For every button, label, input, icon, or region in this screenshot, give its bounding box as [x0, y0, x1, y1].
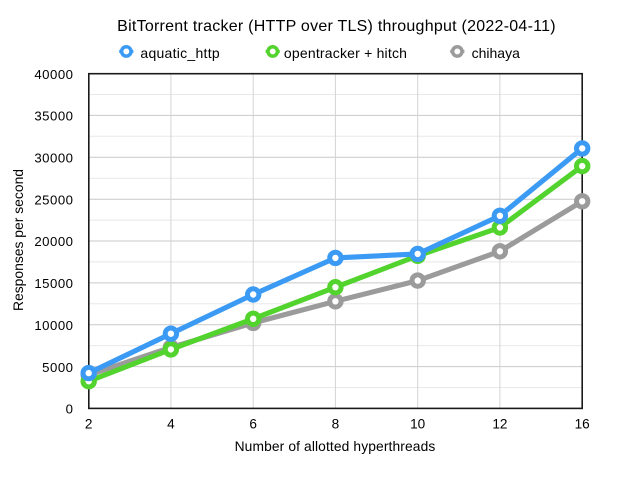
- svg-text:chihaya: chihaya: [472, 45, 520, 61]
- svg-text:BitTorrent tracker (HTTP over: BitTorrent tracker (HTTP over TLS) throu…: [117, 18, 556, 35]
- svg-text:35000: 35000: [34, 109, 73, 124]
- svg-text:16: 16: [575, 417, 590, 432]
- svg-text:4: 4: [167, 417, 175, 432]
- svg-text:20000: 20000: [34, 234, 73, 249]
- svg-text:15000: 15000: [34, 276, 73, 291]
- svg-text:12: 12: [492, 417, 507, 432]
- svg-text:0: 0: [66, 402, 74, 417]
- svg-text:Responses per second: Responses per second: [10, 169, 26, 311]
- svg-text:25000: 25000: [34, 192, 73, 207]
- svg-text:40000: 40000: [34, 67, 73, 82]
- svg-text:8: 8: [332, 417, 340, 432]
- svg-text:Number of allotted hyperthread: Number of allotted hyperthreads: [235, 439, 436, 454]
- svg-text:6: 6: [249, 417, 257, 432]
- svg-text:opentracker + hitch: opentracker + hitch: [284, 45, 407, 61]
- svg-text:2: 2: [85, 417, 93, 432]
- svg-text:30000: 30000: [34, 151, 73, 166]
- svg-text:10000: 10000: [34, 318, 73, 333]
- svg-text:10: 10: [410, 417, 426, 432]
- svg-text:aquatic_http: aquatic_http: [140, 45, 220, 61]
- svg-text:5000: 5000: [42, 360, 73, 375]
